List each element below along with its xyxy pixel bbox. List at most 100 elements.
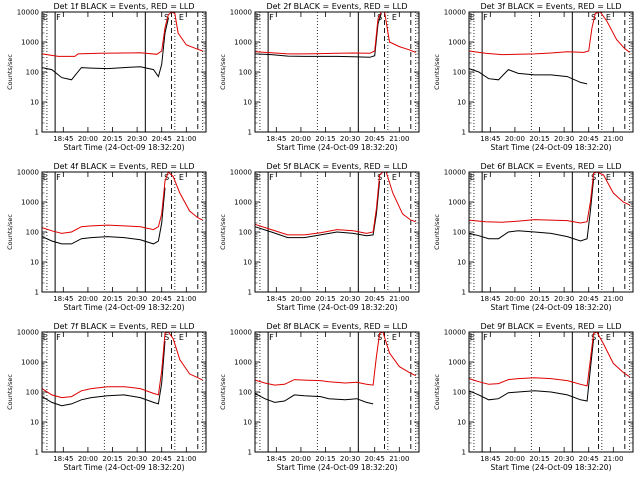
event-marker-label: F: [269, 13, 274, 22]
x-tick-label: 20:15: [315, 135, 335, 143]
y-tick-label: 10000: [230, 329, 252, 337]
x-tick-label: 20:30: [340, 295, 360, 303]
events-series-line: [41, 18, 169, 81]
x-tick-label: 20:30: [554, 295, 574, 303]
y-tick-label: 1000: [234, 199, 252, 207]
x-axis-label: Start Time (24-Oct-09 18:32:20): [63, 303, 184, 312]
y-tick-label: 1000: [21, 199, 39, 207]
lld-series-line: [468, 331, 630, 387]
x-tick-label: 18:45: [480, 295, 500, 303]
x-tick-label: 20:45: [579, 135, 599, 143]
event-marker-label: S: [591, 13, 596, 22]
panel-title: Det 1f BLACK = Events, RED = LLD: [53, 2, 194, 11]
x-tick-label: 18:45: [53, 295, 73, 303]
detector-panel-5: Det 5f BLACK = Events, RED = LLD Counts/s…: [219, 162, 420, 312]
lld-series-line: [41, 331, 203, 399]
panel-title: Det 4f BLACK = Events, RED = LLD: [53, 162, 194, 171]
events-series-line: [254, 392, 374, 405]
event-marker-label: E: [470, 333, 475, 342]
y-tick-label: 10: [30, 419, 39, 427]
event-marker-label: S: [164, 333, 169, 342]
x-tick-label: 21:00: [603, 135, 623, 143]
y-tick-label: 100: [239, 229, 252, 237]
y-tick-label: 1: [462, 289, 466, 297]
x-tick-label: 20:00: [78, 455, 98, 463]
event-marker-label: E: [392, 333, 397, 342]
panel-title: Det 3f BLACK = Events, RED = LLD: [480, 2, 621, 11]
y-tick-label: 100: [239, 69, 252, 77]
event-marker-label: F: [483, 173, 488, 182]
x-tick-label: 20:30: [127, 455, 147, 463]
events-series-line: [468, 178, 595, 242]
y-tick-label: 10000: [444, 329, 466, 337]
x-axis-label: Start Time (24-Oct-09 18:32:20): [276, 143, 397, 152]
lld-series-line: [468, 11, 631, 56]
event-marker-label: F: [269, 173, 274, 182]
x-tick-label: 18:45: [266, 295, 286, 303]
y-axis-label: Counts/sec: [433, 54, 441, 90]
event-marker-label: E: [392, 173, 397, 182]
plot-frame: [254, 171, 420, 293]
x-tick-label: 20:15: [529, 295, 549, 303]
x-axis-label: Start Time (24-Oct-09 18:32:20): [276, 303, 397, 312]
y-tick-label: 10000: [444, 169, 466, 177]
y-axis-label: Counts/sec: [219, 54, 227, 90]
event-marker-label: E: [470, 173, 475, 182]
y-tick-label: 1000: [234, 39, 252, 47]
x-tick-label: 20:30: [340, 135, 360, 143]
y-axis-label: Counts/sec: [6, 54, 14, 90]
x-tick-label: 21:00: [176, 295, 196, 303]
events-series-line: [41, 340, 166, 407]
x-tick-label: 20:00: [291, 455, 311, 463]
y-tick-label: 1000: [21, 359, 39, 367]
y-tick-label: 1: [35, 449, 39, 457]
y-tick-label: 10: [243, 419, 252, 427]
x-tick-label: 20:15: [102, 135, 122, 143]
y-axis-label: Counts/sec: [219, 214, 227, 250]
event-marker-label: E: [43, 173, 48, 182]
x-tick-label: 20:45: [365, 295, 385, 303]
x-tick-label: 20:15: [102, 295, 122, 303]
y-tick-label: 1000: [448, 359, 466, 367]
event-marker-label: E: [43, 333, 48, 342]
y-axis-label: Counts/sec: [6, 214, 14, 250]
event-marker-label: E: [392, 13, 397, 22]
y-tick-label: 10: [243, 259, 252, 267]
lld-series-line: [254, 171, 416, 236]
event-marker-label: F: [56, 333, 61, 342]
plot-frame: [254, 11, 420, 133]
x-tick-label: 20:15: [529, 135, 549, 143]
events-series-line: [468, 68, 588, 85]
y-axis-label: Counts/sec: [433, 214, 441, 250]
detector-panel-6: Det 6f BLACK = Events, RED = LLD Counts/s…: [433, 162, 634, 312]
event-marker-label: E: [179, 333, 184, 342]
x-tick-label: 20:45: [365, 455, 385, 463]
y-tick-label: 10: [457, 259, 466, 267]
y-tick-label: 10000: [17, 169, 39, 177]
detector-panel-9: Det 9f BLACK = Events, RED = LLD Counts/s…: [433, 322, 634, 472]
event-marker-label: F: [269, 333, 274, 342]
event-marker-label: E: [470, 13, 475, 22]
plot-frame: [41, 11, 207, 133]
panel-title: Det 6f BLACK = Events, RED = LLD: [480, 162, 621, 171]
detector-panel-4: Det 4f BLACK = Events, RED = LLD Counts/s…: [6, 162, 207, 312]
detector-panel-8: Det 8f BLACK = Events, RED = LLD Counts/s…: [219, 322, 420, 472]
x-tick-label: 21:00: [389, 455, 409, 463]
event-marker-label: S: [164, 13, 169, 22]
x-axis-label: Start Time (24-Oct-09 18:32:20): [490, 303, 611, 312]
x-tick-label: 20:00: [291, 295, 311, 303]
panel-title: Det 9f BLACK = Events, RED = LLD: [480, 322, 621, 331]
x-tick-label: 20:00: [78, 135, 98, 143]
detector-panel-7: Det 7f BLACK = Events, RED = LLD Counts/s…: [6, 322, 207, 472]
panel-title: Det 5f BLACK = Events, RED = LLD: [266, 162, 407, 171]
lld-series-line: [254, 331, 416, 386]
lld-series-line: [254, 11, 416, 55]
y-tick-label: 1: [35, 289, 39, 297]
y-tick-label: 100: [453, 69, 466, 77]
x-axis-label: Start Time (24-Oct-09 18:32:20): [490, 143, 611, 152]
x-tick-label: 20:45: [579, 455, 599, 463]
plot-frame: [468, 331, 634, 453]
event-marker-label: E: [43, 13, 48, 22]
x-tick-label: 20:30: [127, 135, 147, 143]
x-tick-label: 20:15: [315, 455, 335, 463]
